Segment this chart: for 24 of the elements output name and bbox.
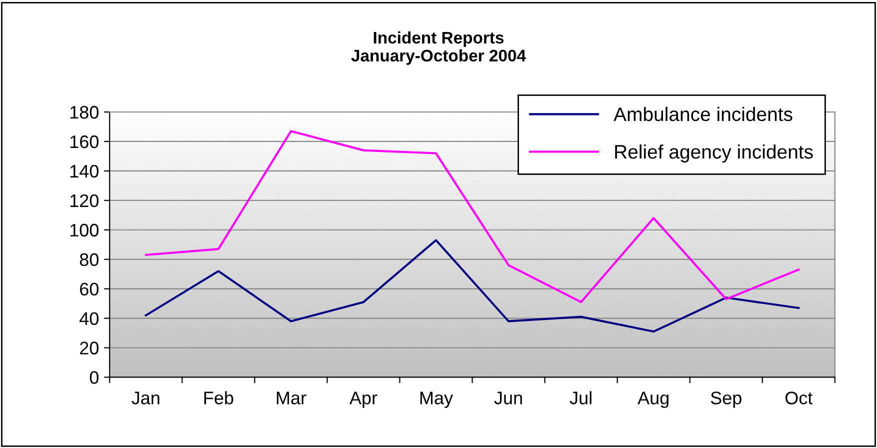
x-tick-label: May [420, 392, 454, 408]
y-tick-label: 80 [80, 253, 99, 266]
x-tick-label: Feb [204, 391, 234, 404]
x-tick-label: Jun [494, 392, 522, 404]
y-tick-label: 120 [70, 194, 99, 208]
y-tick-label: 140 [70, 164, 99, 178]
x-tick-label: Apr [349, 392, 378, 408]
legend-label: Ambulance incidents [614, 106, 792, 122]
x-tick-label: Jan [132, 392, 160, 404]
x-tick-label: Mar [276, 392, 306, 404]
y-tick-label: 60 [80, 282, 99, 296]
x-tick-label: Oct [785, 392, 813, 404]
y-tick-label: 20 [80, 342, 99, 354]
line-series [144, 239, 800, 333]
y-tick-label: 180 [70, 106, 99, 119]
x-tick-label: Sep [710, 392, 742, 408]
chart-title: Incident Reports January-October 2004 [351, 31, 526, 65]
y-tick-label: 40 [80, 312, 99, 325]
y-tick-label: 100 [70, 224, 99, 237]
x-tick-label: Jul [570, 391, 592, 404]
x-tick-label: Aug [638, 392, 668, 408]
legend-label: Relief agency incidents [615, 144, 813, 163]
y-tick-label: 0 [90, 371, 99, 384]
y-tick-label: 160 [70, 135, 99, 148]
